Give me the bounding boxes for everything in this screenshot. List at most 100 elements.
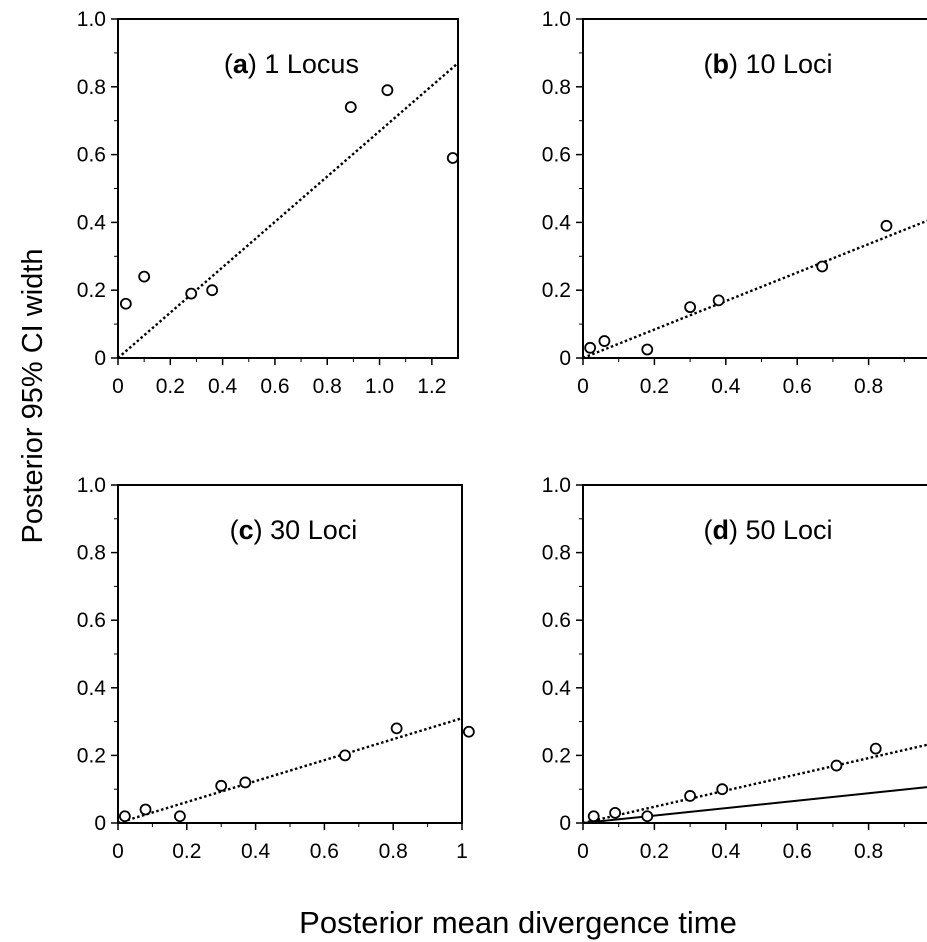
y-tick-label: 0.2 <box>542 744 571 767</box>
x-tick-label: 0.4 <box>711 375 741 398</box>
data-point <box>138 270 151 283</box>
panel-title: (c) 30 Loci <box>230 515 358 545</box>
x-tick-label: 0.6 <box>310 840 339 863</box>
data-point <box>684 790 696 802</box>
x-tick-label: 0.4 <box>711 840 741 863</box>
x-tick-label: 1.2 <box>417 375 446 398</box>
data-point <box>381 84 394 97</box>
panel-paren-close: ) <box>248 49 265 79</box>
x-tick-label: 0.2 <box>640 375 669 398</box>
data-point <box>830 759 843 772</box>
panel-letter: b <box>712 49 729 79</box>
data-point <box>712 294 725 307</box>
data-point <box>215 779 228 792</box>
x-tick-label: 0.6 <box>783 375 812 398</box>
panel-label: 10 Loci <box>745 49 832 79</box>
x-tick-label: 0.8 <box>854 375 883 398</box>
data-point <box>446 152 459 164</box>
y-tick-label: 1.0 <box>77 8 106 31</box>
y-tick-label: 0.6 <box>77 144 106 167</box>
x-tick-label: 0 <box>112 840 124 863</box>
data-point <box>609 806 622 819</box>
y-tick-label: 0.8 <box>77 76 106 99</box>
panel-paren-open: ( <box>230 515 239 545</box>
x-tick-label: 0.2 <box>156 375 185 398</box>
x-axis-label: Posterior mean divergence time <box>299 905 737 940</box>
x-tick-label: 0 <box>577 840 589 863</box>
solid-reference-line <box>582 786 927 824</box>
data-point <box>339 749 351 762</box>
y-tick-label: 1.0 <box>542 8 571 31</box>
y-tick-label: 0 <box>559 347 571 370</box>
data-point <box>185 287 198 300</box>
y-tick-label: 0.6 <box>77 609 106 632</box>
x-tick-label: 0 <box>577 375 589 398</box>
panel-paren-open: ( <box>224 49 233 79</box>
data-point <box>869 742 882 755</box>
x-tick-label: 0.6 <box>260 375 289 398</box>
y-tick-label: 0.2 <box>542 279 571 302</box>
x-tick-label: 0.8 <box>313 375 342 398</box>
dotted-regression-line <box>582 743 927 825</box>
y-tick-label: 1.0 <box>77 474 106 497</box>
data-point <box>239 776 252 789</box>
panel-title: (a) 1 Locus <box>224 49 359 79</box>
x-tick-label: 0.2 <box>172 840 201 863</box>
dotted-regression-line <box>117 717 463 825</box>
x-tick-label: 0 <box>112 375 124 398</box>
data-point <box>462 725 475 738</box>
data-point <box>641 343 654 356</box>
y-tick-label: 0.4 <box>542 677 572 700</box>
data-point <box>641 810 654 823</box>
y-tick-label: 0.8 <box>542 76 571 99</box>
panel-title: (d) 50 Loci <box>703 515 832 545</box>
panel-letter: a <box>233 49 249 79</box>
data-point <box>587 810 600 823</box>
y-tick-label: 0.2 <box>77 279 106 302</box>
panel-b: 00.20.40.60.81.000.20.40.60.81(b) 10 Loc… <box>542 8 927 398</box>
y-tick-label: 0 <box>94 347 106 370</box>
data-point <box>118 810 131 823</box>
y-tick-label: 0.6 <box>542 609 571 632</box>
data-point <box>598 335 611 347</box>
x-tick-label: 0.4 <box>241 840 271 863</box>
x-tick-label: 0.8 <box>379 840 408 863</box>
panel-paren-close: ) <box>729 515 746 545</box>
y-tick-label: 1.0 <box>542 474 571 497</box>
data-point <box>716 783 729 796</box>
panel-a: 0 0.2 0.4 0.6 0.8 1.0 0 0.2 0.4 0.6 0.8 1.0 1.2 (a) 1… <box>77 8 459 398</box>
panel-d: 00.20.40.60.81.000.20.40.60.81(d) 50 Loc… <box>542 474 927 863</box>
data-point <box>119 297 132 310</box>
x-tick-label: 0.2 <box>640 840 669 863</box>
data-point <box>206 284 219 297</box>
y-tick-label: 0.4 <box>77 211 107 234</box>
panel-paren-open: ( <box>703 515 712 545</box>
panel-c: 0 0.2 0.4 0.6 0.8 1.0 0 0.2 0.4 0.6 0.8 1 (c) 30 Loc… <box>77 474 475 863</box>
data-point <box>174 810 186 823</box>
y-tick-label: 0.4 <box>77 677 107 700</box>
panel-title: (b) 10 Loci <box>703 49 832 79</box>
dotted-regression-line <box>582 219 927 360</box>
panel-paren-close: ) <box>254 515 271 545</box>
y-tick-label: 0 <box>94 812 106 835</box>
x-tick-label: 0.8 <box>854 840 883 863</box>
panel-letter: d <box>712 515 729 545</box>
data-point <box>390 722 403 735</box>
x-tick-label: 0.6 <box>783 840 812 863</box>
data-point <box>684 301 696 314</box>
dotted-regression-line <box>117 62 459 359</box>
panel-paren-open: ( <box>703 49 712 79</box>
panel-label: 30 Loci <box>270 515 357 545</box>
y-tick-label: 0 <box>559 812 571 835</box>
data-point <box>816 260 829 273</box>
panels: 00.20.40.60.81.00 0.2 0.4 0.6 0.8 1.0 1.2(a) 1… <box>77 8 927 863</box>
y-tick-label: 0.8 <box>542 542 571 565</box>
y-tick-label: 0.8 <box>77 542 106 565</box>
panel-paren-close: ) <box>729 49 746 79</box>
x-tick-label: 1.0 <box>365 375 394 398</box>
x-tick-label: 1 <box>456 840 468 863</box>
panel-label: 1 Locus <box>264 49 359 79</box>
data-point <box>344 101 357 114</box>
data-point <box>880 219 893 232</box>
